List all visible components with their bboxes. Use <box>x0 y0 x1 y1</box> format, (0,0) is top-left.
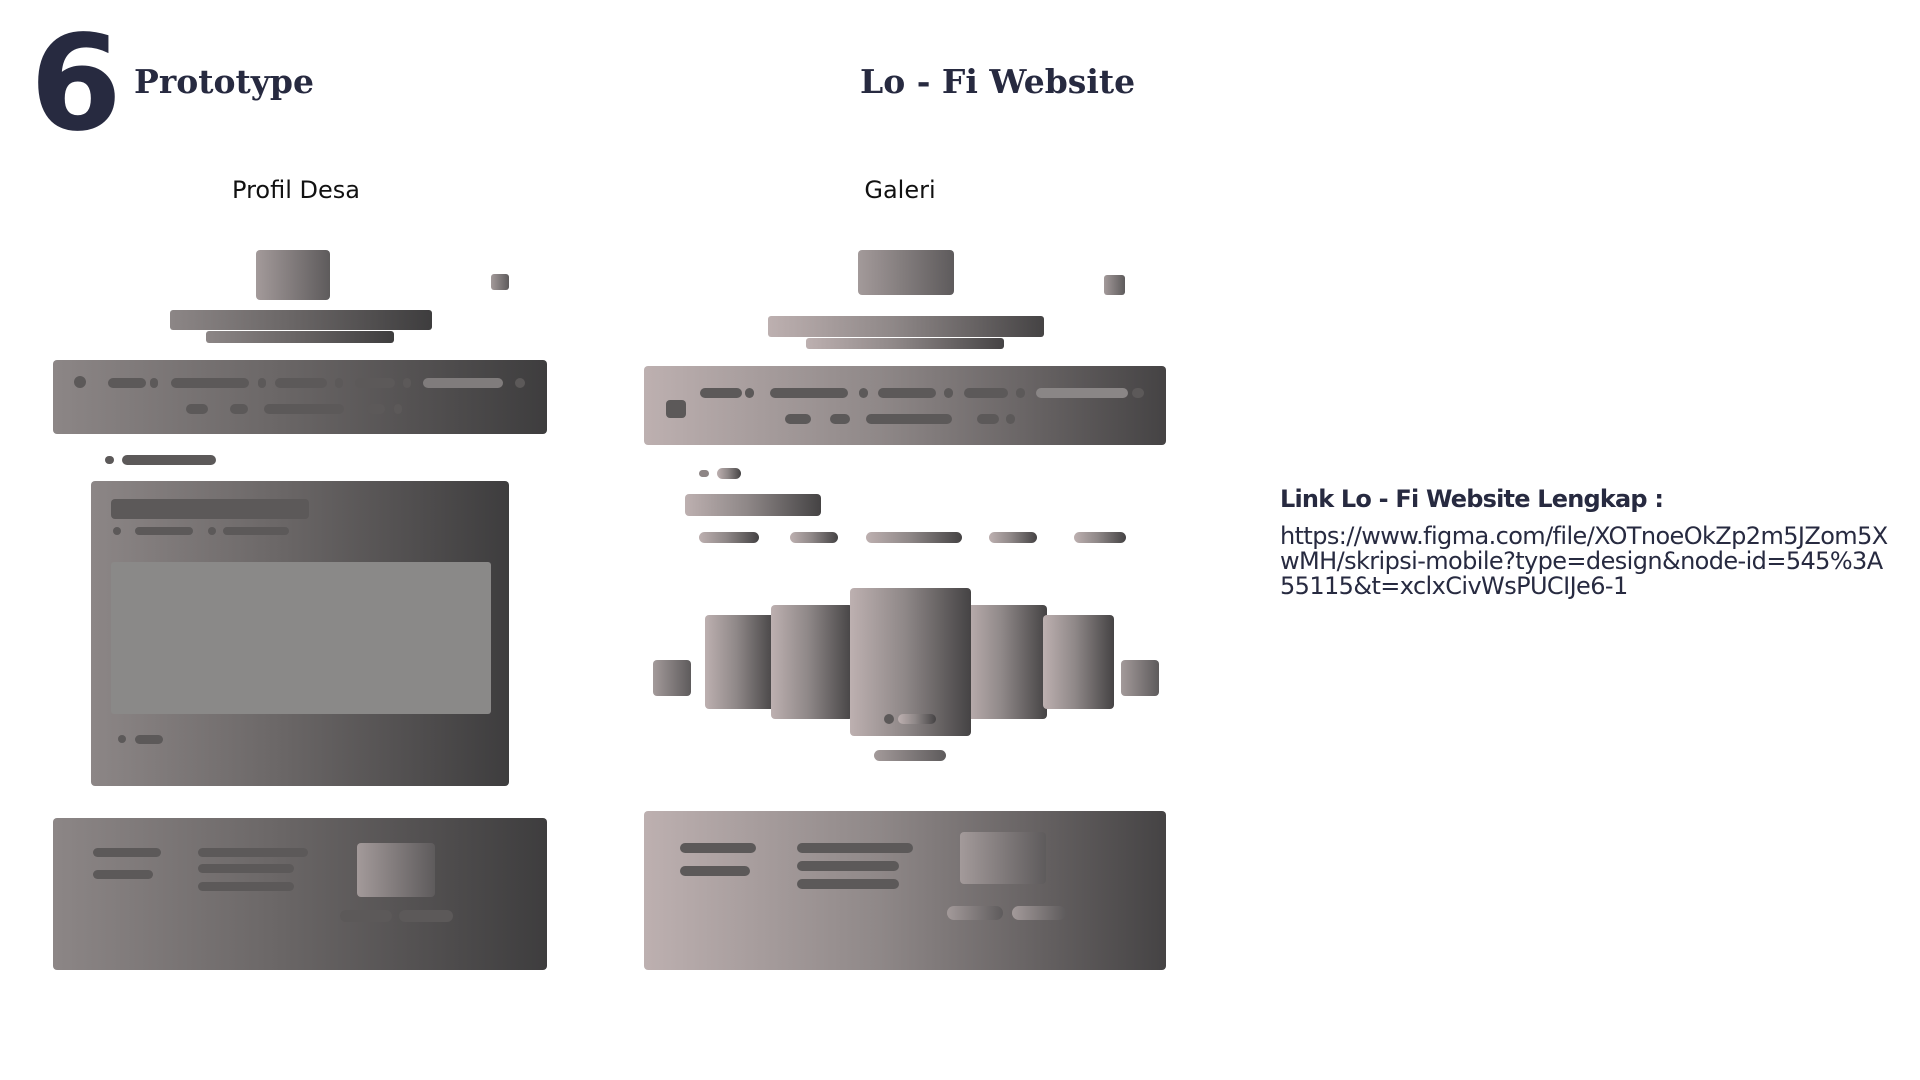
footer-line <box>680 843 756 853</box>
nav-logo <box>666 400 686 418</box>
filter-tab-placeholder <box>989 532 1037 543</box>
nav-pill <box>367 404 385 414</box>
carousel-next-button[interactable] <box>1121 660 1159 696</box>
figma-link[interactable]: https://www.figma.com/file/XOTnoeOkZp2m5… <box>1280 522 1888 600</box>
nav-pill <box>977 414 999 424</box>
nav-dot <box>1016 388 1025 398</box>
breadcrumb-placeholder <box>122 455 216 465</box>
carousel-prev-button[interactable] <box>653 660 691 696</box>
card-title-placeholder <box>111 499 309 519</box>
filter-tab-placeholder <box>866 532 962 543</box>
nav-dot <box>745 388 754 398</box>
card-meta-dot <box>208 527 216 535</box>
filter-tab-placeholder <box>699 532 759 543</box>
footer-button-placeholder <box>399 910 453 922</box>
link-title: Link Lo - Fi Website Lengkap : <box>1280 485 1664 513</box>
nav-pill <box>866 414 952 424</box>
navbar-placeholder <box>644 366 1166 445</box>
nav-dot <box>1132 388 1144 398</box>
content-card-placeholder <box>91 481 509 786</box>
footer-line <box>93 848 161 857</box>
nav-pill <box>964 388 1008 398</box>
breadcrumb-dot <box>699 470 709 477</box>
breadcrumb-dot <box>105 456 114 464</box>
title-bar-placeholder <box>768 316 1044 337</box>
nav-pill <box>275 378 327 388</box>
gallery-image-placeholder <box>965 605 1047 719</box>
card-meta-dot <box>113 527 121 535</box>
page-title: Prototype <box>134 62 314 101</box>
logo-placeholder <box>858 250 954 295</box>
nav-pill <box>108 378 146 388</box>
nav-pill <box>770 388 848 398</box>
frame-label-profil-desa: Profil Desa <box>232 176 360 204</box>
nav-dot <box>74 376 86 388</box>
nav-pill <box>171 378 249 388</box>
page-heading-placeholder <box>685 494 821 516</box>
nav-dot <box>403 378 411 388</box>
icon-placeholder <box>491 274 509 290</box>
gallery-image-active[interactable] <box>850 588 971 736</box>
nav-pill <box>878 388 936 398</box>
footer-button-placeholder <box>947 906 1003 920</box>
section-number: 6 <box>30 7 122 161</box>
nav-pill <box>830 414 850 424</box>
card-footer-pill <box>135 735 163 744</box>
nav-pill <box>230 404 248 414</box>
icon-placeholder <box>1104 275 1125 295</box>
nav-pill <box>264 404 344 414</box>
footer-line <box>198 864 294 873</box>
footer-line <box>198 882 294 891</box>
nav-dot <box>515 378 525 388</box>
caption-dot <box>884 714 894 724</box>
nav-pill <box>186 404 208 414</box>
footer-line <box>797 861 899 871</box>
gallery-image-placeholder <box>705 615 775 709</box>
nav-pill <box>423 378 503 388</box>
footer-line <box>797 879 899 889</box>
footer-line <box>680 866 750 876</box>
card-meta-pill <box>223 527 289 535</box>
footer-placeholder <box>53 818 547 970</box>
title-bar-placeholder <box>170 310 432 330</box>
subtitle-bar-placeholder <box>206 331 394 343</box>
page-subtitle: Lo - Fi Website <box>860 62 1136 101</box>
caption-pill <box>898 714 936 724</box>
footer-placeholder <box>644 811 1166 970</box>
nav-pill <box>1036 388 1128 398</box>
footer-button-placeholder <box>340 910 392 922</box>
filter-tab-placeholder <box>790 532 838 543</box>
navbar-placeholder <box>53 360 547 434</box>
nav-dot <box>1006 414 1015 424</box>
image-placeholder <box>111 562 491 714</box>
footer-image-placeholder <box>357 843 435 897</box>
nav-dot <box>258 378 266 388</box>
nav-dot <box>859 388 868 398</box>
card-footer-dot <box>118 735 126 743</box>
frame-label-galeri: Galeri <box>864 176 936 204</box>
gallery-image-placeholder <box>1043 615 1114 709</box>
nav-dot <box>150 378 158 388</box>
footer-button-placeholder <box>1012 906 1066 920</box>
footer-image-placeholder <box>960 832 1046 884</box>
nav-pill <box>700 388 742 398</box>
logo-placeholder <box>256 250 330 300</box>
subtitle-bar-placeholder <box>806 338 1004 349</box>
card-meta-pill <box>135 527 193 535</box>
footer-line <box>93 870 153 879</box>
nav-dot <box>394 404 402 414</box>
filter-tab-placeholder <box>1074 532 1126 543</box>
nav-pill <box>355 378 395 388</box>
footer-line <box>797 843 913 853</box>
breadcrumb-placeholder <box>717 468 741 479</box>
nav-dot <box>335 378 343 388</box>
nav-dot <box>944 388 953 398</box>
nav-pill <box>785 414 811 424</box>
carousel-indicator[interactable] <box>874 750 946 761</box>
gallery-image-placeholder <box>771 605 853 719</box>
footer-line <box>198 848 308 857</box>
